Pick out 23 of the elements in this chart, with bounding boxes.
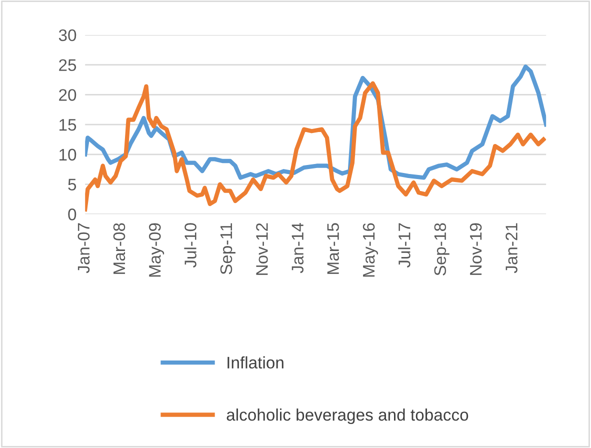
x-tick-label: Nov-12 — [256, 223, 268, 275]
y-tick-label: 25 — [59, 59, 76, 72]
line-series — [85, 81, 546, 212]
x-tick-label: Sep-18 — [434, 223, 450, 276]
x-tick-label: Mar-15 — [327, 223, 339, 274]
x-tick-label: Nov-19 — [470, 223, 482, 275]
x-tick-label: Sep-11 — [220, 223, 236, 274]
y-tick-label: 30 — [58, 29, 76, 42]
y-tick-label: 15 — [60, 119, 76, 131]
x-tick-label: Jan-07 — [78, 223, 90, 274]
legend-label: alcoholic beverages and tobacco — [226, 408, 468, 424]
x-tick-label: May-16 — [362, 223, 378, 277]
x-tick-label: Mar-08 — [113, 223, 126, 274]
legend-label: Inflation — [228, 356, 284, 369]
x-tick-label: Jan-21 — [506, 223, 518, 274]
x-tick-label: Jan-14 — [292, 222, 304, 274]
y-tick-label: 10 — [60, 148, 76, 161]
y-tick-label: 20 — [59, 89, 76, 101]
x-tick-label: Jul-17 — [398, 223, 410, 268]
x-tick-label: May-09 — [148, 223, 164, 277]
y-tick-label: 5 — [68, 178, 76, 190]
x-tick-label: Jul-10 — [184, 223, 196, 268]
y-tick-label: 0 — [68, 208, 76, 220]
